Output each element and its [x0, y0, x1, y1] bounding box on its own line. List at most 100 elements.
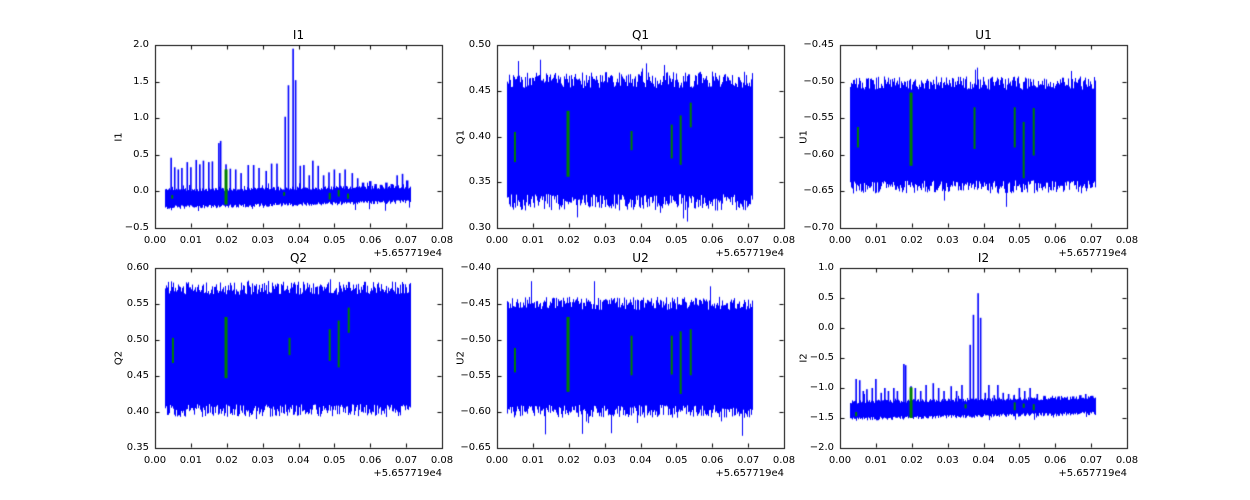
x-tick-label: 0.07: [1079, 455, 1103, 466]
y-tick-label: 0.35: [126, 442, 149, 453]
y-tick-label: 0.0: [818, 322, 834, 333]
y-tick-label: 0.50: [468, 39, 491, 50]
x-tick-label: 0.05: [665, 455, 688, 466]
subplot-i2-x-offset: +5.657719e4: [1058, 468, 1127, 479]
y-tick-label: 0.40: [126, 406, 149, 417]
x-tick-label: 0.02: [557, 235, 580, 246]
y-tick-label: −0.45: [803, 39, 834, 50]
x-tick-label: 0.07: [394, 235, 418, 246]
x-tick-label: 0.04: [972, 235, 995, 246]
y-tick-label: −0.70: [803, 222, 834, 233]
x-tick-label: 0.04: [629, 235, 652, 246]
x-tick-label: 0.05: [323, 235, 346, 246]
y-tick-label: 0.60: [126, 262, 149, 273]
x-tick-label: 0.08: [1115, 235, 1139, 246]
x-tick-label: 0.00: [828, 455, 852, 466]
subplot-u1-x-offset: +5.657719e4: [1058, 248, 1127, 259]
y-tick-label: 0.30: [468, 222, 491, 233]
x-tick-label: 0.08: [430, 455, 454, 466]
subplot-u2-x-offset: +5.657719e4: [715, 468, 784, 479]
x-tick-label: 0.07: [1079, 235, 1103, 246]
y-tick-label: −1.0: [809, 382, 834, 393]
x-tick-label: 0.00: [485, 455, 509, 466]
y-tick-label: 0.55: [126, 298, 149, 309]
subplot-i1-x-offset: +5.657719e4: [373, 248, 442, 259]
x-tick-label: 0.02: [557, 455, 580, 466]
subplot-u2-ylabel: U2: [455, 351, 467, 365]
y-tick-label: −0.50: [460, 334, 491, 345]
x-tick-label: 0.06: [1044, 235, 1067, 246]
subplot-i2-title: I2: [977, 251, 990, 265]
y-tick-label: 1.5: [133, 75, 149, 87]
x-tick-label: 0.00: [828, 235, 852, 246]
y-tick-label: −0.60: [460, 406, 491, 417]
y-tick-label: −2.0: [809, 442, 834, 453]
x-tick-label: 0.03: [593, 235, 616, 246]
x-tick-label: 0.03: [936, 455, 959, 466]
x-tick-label: 0.03: [593, 455, 616, 466]
y-tick-label: 0.35: [468, 176, 491, 188]
x-tick-label: 0.06: [359, 455, 382, 466]
x-tick-label: 0.04: [287, 455, 310, 466]
x-tick-label: 0.08: [772, 455, 796, 466]
subplot-i1-ylabel: I1: [113, 131, 125, 142]
x-tick-label: 0.05: [1008, 455, 1031, 466]
subplot-q2-ylabel: Q2: [113, 350, 125, 366]
subplot-q2-title: Q2: [289, 251, 308, 265]
y-tick-label: −0.65: [803, 185, 834, 197]
x-tick-label: 0.04: [287, 235, 310, 246]
y-tick-label: 0.5: [818, 292, 834, 303]
subplot-u2-title: U2: [632, 251, 649, 265]
x-tick-label: 0.02: [900, 235, 923, 246]
x-tick-label: 0.02: [215, 455, 238, 466]
subplot-q1-title: Q1: [631, 28, 650, 42]
x-tick-label: 0.01: [864, 235, 887, 246]
y-tick-label: −0.45: [460, 298, 491, 309]
y-tick-label: 1.0: [133, 112, 149, 124]
x-tick-label: 0.00: [143, 235, 167, 246]
x-tick-label: 0.02: [900, 455, 923, 466]
y-tick-label: 0.5: [133, 148, 149, 160]
x-tick-label: 0.01: [179, 455, 202, 466]
y-tick-label: −0.5: [124, 222, 149, 233]
x-tick-label: 0.01: [864, 455, 887, 466]
y-tick-label: −0.40: [460, 262, 491, 273]
subplot-q2-x-offset: +5.657719e4: [373, 468, 442, 479]
x-tick-label: 0.05: [1008, 235, 1031, 246]
y-tick-label: −0.50: [803, 75, 834, 87]
x-tick-label: 0.00: [143, 455, 167, 466]
subplot-u1-ylabel: U1: [798, 129, 810, 144]
x-tick-label: 0.01: [521, 235, 544, 246]
x-tick-label: 0.03: [251, 235, 274, 246]
x-tick-label: 0.03: [936, 235, 959, 246]
x-tick-label: 0.01: [179, 235, 202, 246]
x-tick-label: 0.01: [521, 455, 544, 466]
y-tick-label: −0.55: [460, 370, 491, 381]
y-tick-label: 0.45: [468, 84, 491, 96]
x-tick-label: 0.04: [972, 455, 995, 466]
x-tick-label: 0.08: [1115, 455, 1139, 466]
subplot-u1-title: U1: [975, 28, 992, 42]
x-tick-label: 0.07: [736, 235, 760, 246]
y-tick-label: −0.55: [803, 112, 834, 124]
y-tick-label: 0.40: [468, 130, 491, 142]
x-tick-label: 0.05: [665, 235, 688, 246]
y-tick-label: −1.5: [809, 412, 834, 423]
subplot-i1-title: I1: [292, 28, 305, 42]
x-tick-label: 0.00: [485, 235, 509, 246]
x-tick-label: 0.06: [701, 455, 724, 466]
y-tick-label: 2.0: [133, 39, 149, 50]
x-tick-label: 0.07: [394, 455, 418, 466]
x-tick-label: 0.04: [629, 455, 652, 466]
y-tick-label: −0.5: [809, 352, 834, 363]
x-tick-label: 0.02: [215, 235, 238, 246]
x-tick-label: 0.06: [359, 235, 382, 246]
x-tick-label: 0.08: [430, 235, 454, 246]
y-tick-label: 1.0: [818, 262, 834, 273]
y-tick-label: −0.65: [460, 442, 491, 453]
x-tick-label: 0.06: [1044, 455, 1067, 466]
x-tick-label: 0.03: [251, 455, 274, 466]
y-tick-label: 0.45: [126, 370, 149, 381]
